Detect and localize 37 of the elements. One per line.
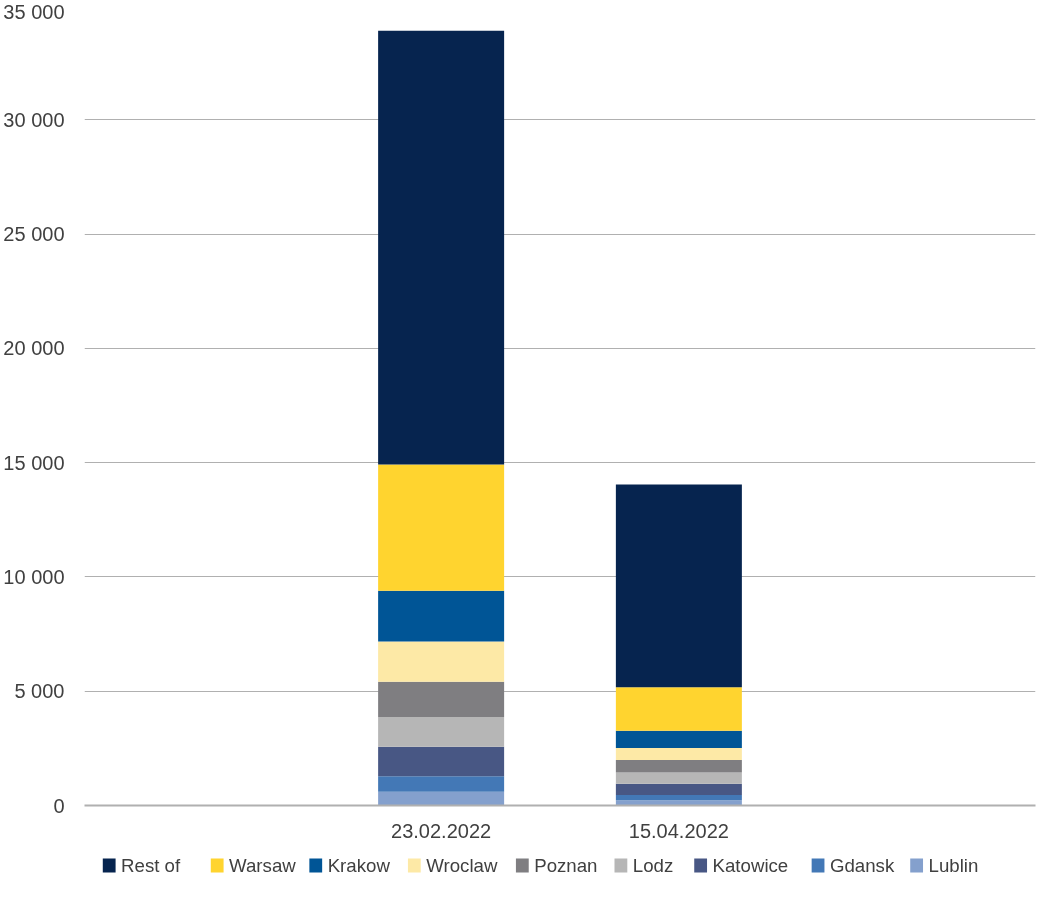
legend-label: Krakow: [327, 855, 391, 876]
bar: [378, 681, 505, 718]
bar: [378, 791, 505, 806]
bar: [615, 800, 742, 806]
legend-label: Lodz: [632, 855, 674, 876]
y-tick-label: 5 000: [14, 680, 65, 703]
y-tick-label: 35 000: [3, 0, 65, 23]
y-tick-label: 15 000: [3, 451, 65, 474]
y-tick-label: 10 000: [3, 565, 65, 588]
bar: [378, 717, 505, 747]
legend-label: Poznan: [534, 855, 598, 876]
bar: [615, 484, 742, 688]
legend-label: Lublin: [928, 855, 979, 876]
legend-label: Warsaw: [229, 855, 297, 876]
bar: [378, 464, 505, 591]
bar: [615, 772, 742, 784]
bar: [378, 590, 505, 642]
bar: [615, 794, 742, 801]
bar: [378, 30, 505, 465]
bar: [615, 783, 742, 795]
legend-label: Katowice: [712, 855, 789, 876]
x-tick-label: 15.04.2022: [628, 819, 729, 842]
x-tick-label: 23.02.2022: [391, 819, 492, 842]
legend-label: Wroclaw: [426, 855, 498, 876]
y-tick-label: 0: [53, 794, 65, 817]
legend-label: Rest of: [121, 855, 181, 876]
bar: [378, 641, 505, 682]
bar: [615, 747, 742, 761]
bar: [378, 746, 505, 777]
bar: [378, 776, 505, 792]
y-tick-label: 25 000: [3, 223, 65, 246]
bar: [615, 760, 742, 773]
legend-label: Gdansk: [829, 855, 895, 876]
bar: [615, 687, 742, 731]
y-tick-label: 30 000: [3, 108, 65, 131]
y-tick-label: 20 000: [3, 337, 65, 360]
bar: [615, 730, 742, 748]
